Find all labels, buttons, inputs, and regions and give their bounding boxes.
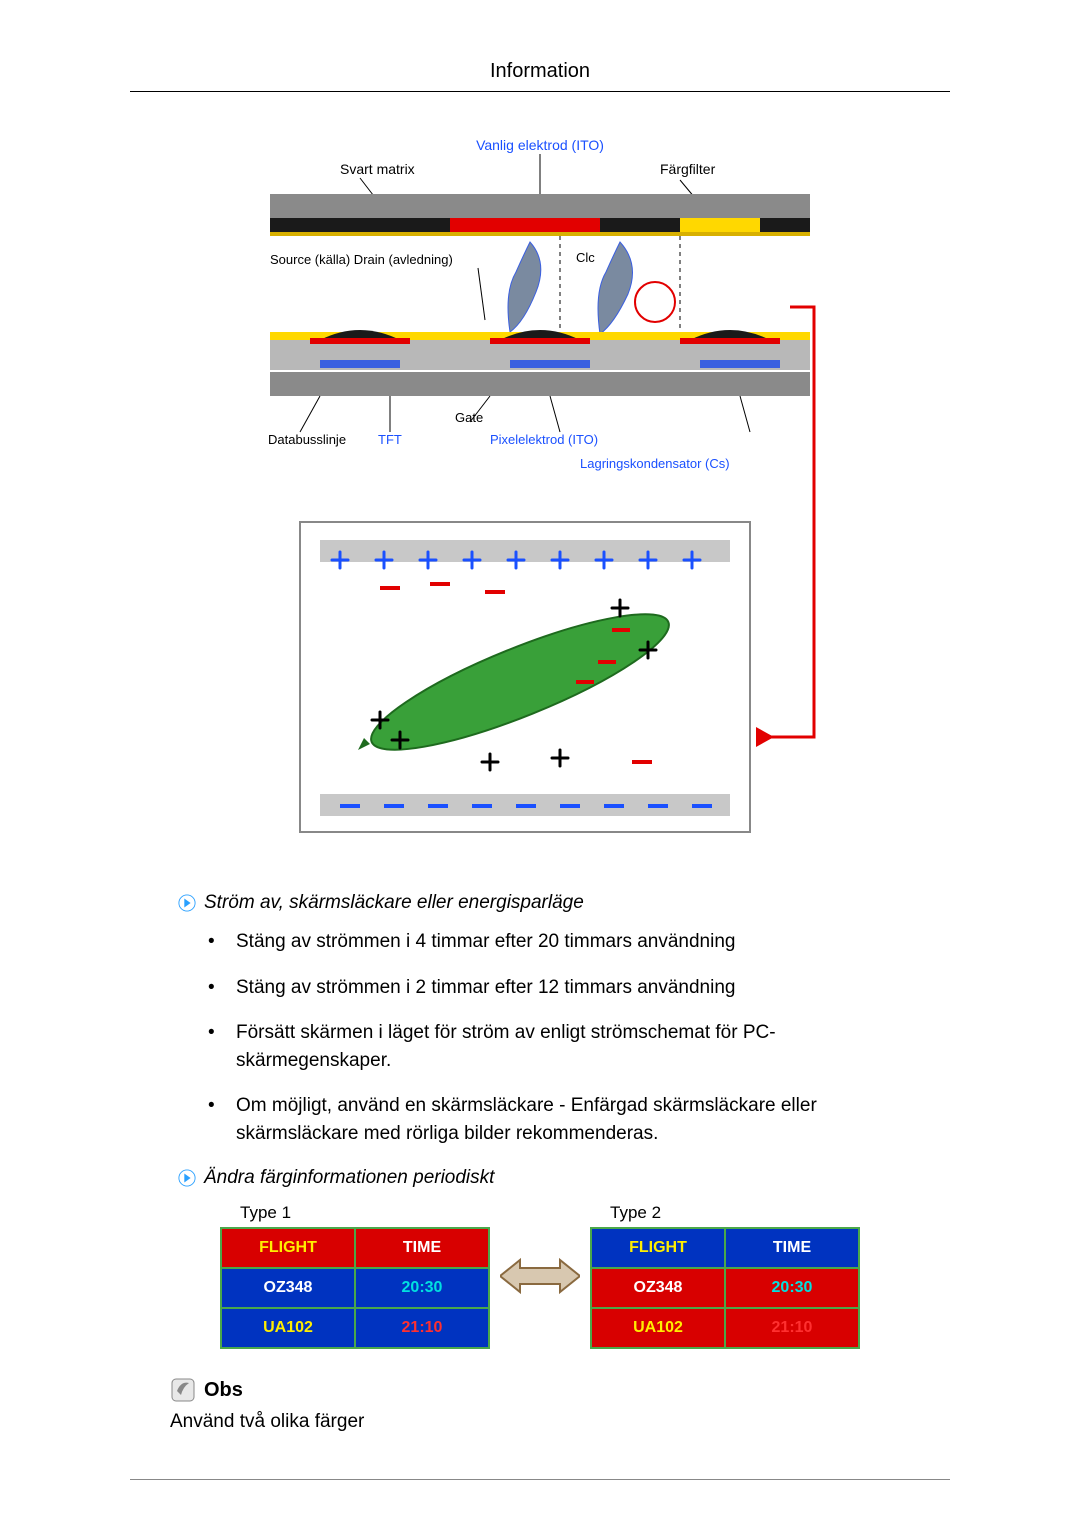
obs-text: Använd två olika färger (170, 1411, 950, 1433)
label-databusslinje: Databusslinje (268, 432, 346, 447)
label-svart-matrix: Svart matrix (340, 161, 415, 177)
label-vanlig-elektrod: Vanlig elektrod (ITO) (476, 137, 604, 153)
page-title: Information (490, 60, 590, 82)
label-clc: Clc (576, 250, 595, 265)
th-time: TIME (355, 1228, 489, 1268)
swap-arrow-icon (500, 1251, 580, 1301)
note-icon (170, 1377, 196, 1403)
label-lagringskondensator: Lagringskondensator (Cs) (580, 456, 730, 471)
section1-heading: Ström av, skärmsläckare eller energispar… (178, 892, 950, 914)
td: OZ348 (591, 1268, 725, 1308)
type1-table: FLIGHT TIME OZ348 20:30 UA102 21:10 (220, 1227, 490, 1349)
minus-row-top (380, 584, 505, 592)
td: OZ348 (221, 1268, 355, 1308)
type2-table: FLIGHT TIME OZ348 20:30 UA102 21:10 (590, 1227, 860, 1349)
label-source-drain: Source (källa) Drain (avledning) (270, 252, 453, 267)
arrow-right-icon (178, 894, 196, 912)
section1-bullets: Stäng av strömmen i 4 timmar efter 20 ti… (208, 928, 950, 1147)
td: UA102 (221, 1308, 355, 1348)
type1-block: Type 1 FLIGHT TIME OZ348 20:30 UA102 21:… (220, 1203, 490, 1349)
list-item: Om möjligt, använd en skärmsläckare - En… (208, 1092, 868, 1147)
label-pixelelektrod: Pixelelektrod (ITO) (490, 432, 598, 447)
list-item: Försätt skärmen i läget för ström av enl… (208, 1019, 868, 1074)
tft-diagram: Vanlig elektrod (ITO) Svart matrix Färgf… (130, 132, 950, 852)
type2-block: Type 2 FLIGHT TIME OZ348 20:30 UA102 21:… (590, 1203, 860, 1349)
list-item: Stäng av strömmen i 4 timmar efter 20 ti… (208, 928, 868, 956)
section1-title: Ström av, skärmsläckare eller energispar… (204, 892, 584, 914)
tft-diagram-svg: Vanlig elektrod (ITO) Svart matrix Färgf… (260, 132, 820, 852)
td: 21:10 (725, 1308, 859, 1348)
label-gate: Gate (455, 410, 483, 425)
td: UA102 (591, 1308, 725, 1348)
arrow-right-icon (178, 1169, 196, 1187)
obs-heading: Obs (170, 1377, 950, 1403)
th-flight: FLIGHT (591, 1228, 725, 1268)
type2-label: Type 2 (610, 1203, 860, 1223)
th-flight: FLIGHT (221, 1228, 355, 1268)
type1-label: Type 1 (240, 1203, 490, 1223)
section2-title: Ändra färginformationen periodiskt (204, 1167, 494, 1189)
section2-heading: Ändra färginformationen periodiskt (178, 1167, 950, 1189)
td: 20:30 (355, 1268, 489, 1308)
footer-rule (130, 1479, 950, 1480)
td: 20:30 (725, 1268, 859, 1308)
th-time: TIME (725, 1228, 859, 1268)
td: 21:10 (355, 1308, 489, 1348)
list-item: Stäng av strömmen i 2 timmar efter 12 ti… (208, 974, 868, 1002)
label-tft: TFT (378, 432, 402, 447)
label-fargfilter: Färgfilter (660, 161, 716, 177)
page-header: Information (130, 60, 950, 92)
flight-tables: Type 1 FLIGHT TIME OZ348 20:30 UA102 21:… (130, 1203, 950, 1349)
obs-label: Obs (204, 1379, 243, 1402)
